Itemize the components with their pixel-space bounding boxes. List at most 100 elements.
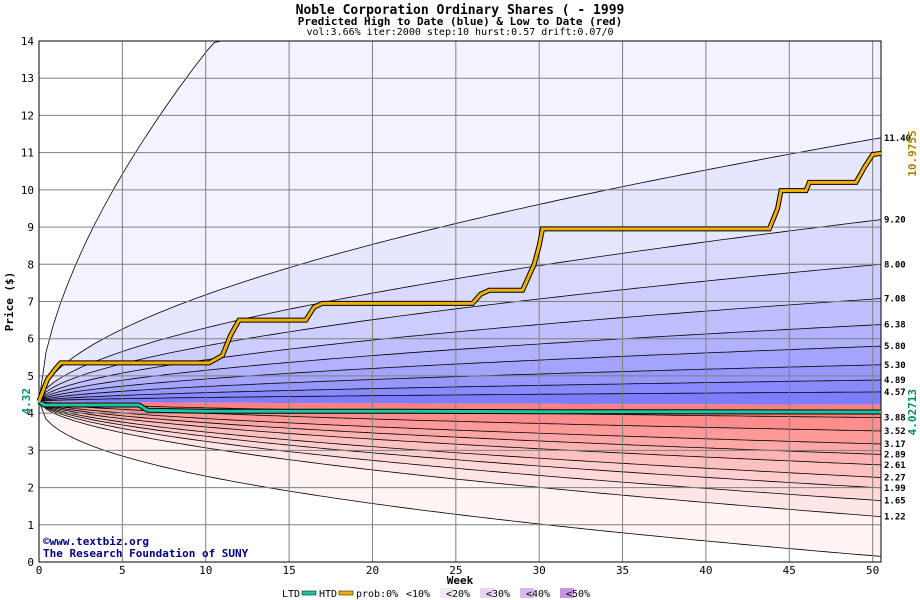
y-tick-label: 10: [21, 184, 34, 197]
low-probability-band: [39, 401, 881, 444]
percentile-label: 4.57: [884, 388, 906, 398]
chart-params: vol:3.66% iter:2000 step:10 hurst:0.57 d…: [306, 27, 614, 38]
high-probability-band: [39, 219, 881, 402]
high-probability-band: [39, 391, 881, 405]
percentile-label: 3.52: [884, 427, 906, 437]
y-axis-label: Price ($): [3, 272, 16, 332]
chart-subtitle: Predicted High to Date (blue) & Low to D…: [297, 15, 623, 28]
start-price-label: 4.32: [20, 388, 33, 415]
low-probability-band: [39, 401, 881, 478]
percentile-label: 5.30: [884, 361, 906, 371]
y-tick-label: 4: [27, 407, 34, 420]
percentile-contour: [38, 400, 882, 517]
ltd-line: [38, 400, 882, 414]
legend-prob-item: <10%: [406, 589, 430, 600]
legend-prob-item: <20%: [446, 589, 470, 600]
percentile-contour: [38, 401, 882, 557]
x-tick-label: 35: [616, 564, 629, 577]
high-probability-band: [39, 364, 881, 402]
high-probability-band: [39, 41, 881, 402]
percentile-contour: [38, 137, 882, 402]
percentile-label: 5.80: [884, 342, 906, 352]
percentile-label: 9.20: [884, 216, 906, 226]
y-tick-label: 7: [27, 296, 34, 309]
high-probability-band: [39, 264, 881, 402]
legend-htd-label: HTD: [319, 589, 337, 600]
percentile-contour: [38, 379, 882, 402]
percentile-label: 1.65: [884, 497, 906, 507]
high-probability-band: [39, 346, 881, 402]
legend-prob-swatch: [480, 588, 494, 598]
legend-prob-item: <30%: [486, 589, 510, 600]
low-probability-band: [39, 401, 881, 501]
legend-prob-item: <50%: [566, 589, 590, 600]
x-tick-label: 15: [282, 564, 295, 577]
percentile-label: 1.22: [884, 513, 906, 523]
percentile-contour: [38, 391, 882, 402]
ltd-final-label: 4.02713: [906, 389, 919, 435]
percentile-label: 4.89: [884, 376, 906, 386]
legend-prob-swatch: [520, 588, 534, 598]
y-tick-label: 1: [27, 519, 34, 532]
low-probability-band: [39, 401, 881, 431]
y-tick-label: 13: [21, 72, 34, 85]
high-probability-band: [39, 137, 881, 402]
percentile-label: 2.27: [884, 474, 906, 484]
legend-prob-item: <40%: [526, 589, 550, 600]
percentile-contour: [38, 263, 882, 402]
x-tick-label: 0: [36, 564, 43, 577]
legend-prob-label: prob:0%: [356, 589, 398, 600]
y-tick-label: 14: [21, 35, 35, 48]
legend-prob-swatch: [440, 588, 454, 598]
y-tick-label: 3: [27, 444, 34, 457]
percentile-label: 2.89: [884, 450, 906, 460]
x-tick-label: 25: [449, 564, 462, 577]
legend-prob-swatch: [560, 588, 574, 598]
x-axis-label: Week: [447, 574, 474, 587]
legend-prob-swatch: [400, 588, 414, 598]
y-tick-label: 12: [21, 109, 34, 122]
percentile-label: 3.17: [884, 440, 906, 450]
percentile-label: 3.88: [884, 414, 906, 424]
x-tick-label: 45: [783, 564, 796, 577]
percentile-contour: [38, 400, 882, 489]
legend-ltd-label: LTD: [282, 589, 300, 600]
high-probability-band: [39, 380, 881, 402]
low-probability-band: [39, 401, 881, 557]
percentile-label: 11.40: [884, 134, 911, 144]
percentile-label: 6.38: [884, 321, 906, 331]
x-tick-label: 30: [533, 564, 546, 577]
y-tick-label: 6: [27, 333, 34, 346]
htd-final-label: 10.9755: [906, 130, 919, 176]
y-tick-label: 11: [21, 147, 34, 160]
percentile-label: 8.00: [884, 260, 906, 270]
percentile-label: 1.99: [884, 484, 906, 494]
percentile-contour: [38, 400, 882, 455]
high-probability-band: [39, 324, 881, 402]
htd-line: [37, 151, 882, 402]
x-tick-label: 20: [366, 564, 379, 577]
high-probability-band: [39, 298, 881, 402]
percentile-contour: [38, 345, 882, 402]
y-tick-label: 9: [27, 221, 34, 234]
percentile-contour: [38, 324, 882, 402]
y-tick-label: 8: [27, 258, 34, 271]
percentile-contour: [38, 400, 882, 501]
credit-site: ©www.textbiz.org: [43, 535, 149, 548]
percentile-contour: [38, 400, 882, 466]
credit-org: The Research Foundation of SUNY: [43, 547, 249, 560]
y-tick-label: 5: [27, 370, 34, 383]
chart-title: Noble Corporation Ordinary Shares ( - 19…: [295, 3, 625, 18]
low-probability-band: [39, 401, 881, 465]
percentile-contour: [38, 219, 882, 402]
legend-ltd-swatch: [301, 590, 317, 596]
percentile-contour: [38, 364, 882, 402]
low-probability-band: [39, 401, 881, 455]
y-tick-label: 0: [27, 556, 34, 569]
x-tick-label: 50: [866, 564, 879, 577]
percentile-contour: [38, 400, 882, 478]
percentile-label: 7.08: [884, 295, 906, 305]
y-tick-label: 2: [27, 482, 34, 495]
percentile-label: 2.61: [884, 461, 906, 471]
